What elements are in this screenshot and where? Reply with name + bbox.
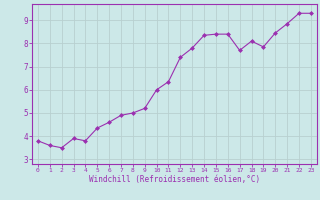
X-axis label: Windchill (Refroidissement éolien,°C): Windchill (Refroidissement éolien,°C)	[89, 175, 260, 184]
